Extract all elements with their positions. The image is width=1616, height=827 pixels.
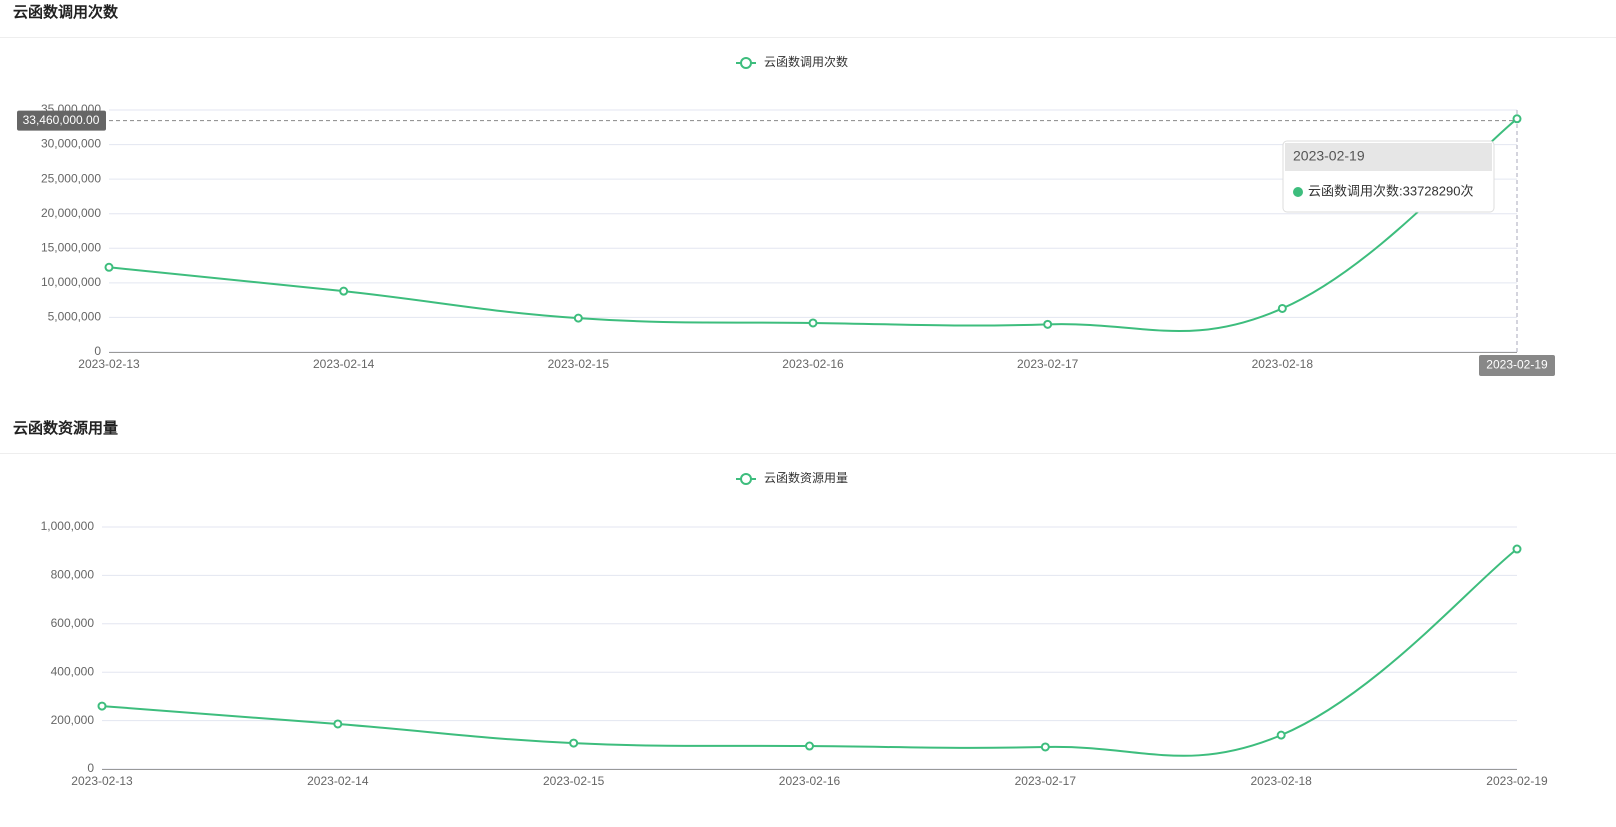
y-tick-label: 400,000 [51, 664, 95, 678]
x-tick-label: 2023-02-17 [1017, 357, 1079, 371]
x-tick-label: 2023-02-15 [543, 774, 605, 788]
y-tick-label: 600,000 [51, 616, 95, 630]
x-tick-label: 2023-02-17 [1015, 774, 1077, 788]
tooltip: 2023-02-19 云函数调用次数:33728290次 [1282, 140, 1495, 213]
series-line [101, 548, 1518, 757]
data-point [1040, 742, 1050, 752]
y-tick-label: 15,000,000 [41, 240, 101, 254]
x-tick-label: 2023-02-13 [71, 774, 133, 788]
legend-label: 云函数资源用量 [764, 470, 848, 485]
y-tick-label: 30,000,000 [41, 137, 101, 151]
y-tick-label: 0 [94, 344, 101, 358]
x-tick-label: 2023-02-13 [78, 357, 140, 371]
x-tick-label: 2023-02-18 [1250, 774, 1312, 788]
y-tick-label: 10,000,000 [41, 275, 101, 289]
x-tick-label: 2023-02-15 [548, 357, 610, 371]
y-tick-label: 25,000,000 [41, 171, 101, 185]
data-point [104, 262, 114, 272]
data-point [1276, 730, 1286, 740]
tooltip-text: 云函数调用次数:33728290次 [1308, 183, 1473, 198]
tooltip-title: 2023-02-19 [1293, 148, 1365, 164]
data-point [805, 741, 814, 751]
crosshair-x-label-bg [1479, 355, 1555, 376]
y-tick-label: 200,000 [51, 713, 95, 727]
tooltip-dot [1293, 187, 1303, 197]
y-tick-label: 0 [87, 761, 94, 775]
x-tick-label: 2023-02-14 [313, 357, 375, 371]
y-tick-label: 1,000,000 [41, 519, 95, 533]
legend-marker [740, 473, 752, 485]
x-tick-label: 2023-02-18 [1252, 357, 1314, 371]
crosshair-x-label: 2023-02-19 [1486, 358, 1548, 372]
y-tick-label: 20,000,000 [41, 206, 101, 220]
data-point [573, 313, 583, 323]
x-tick-label: 2023-02-14 [307, 774, 369, 788]
x-tick-label: 2023-02-16 [782, 357, 844, 371]
x-tick-label: 2023-02-19 [1486, 774, 1548, 788]
data-point [808, 318, 818, 328]
data-point [1043, 319, 1053, 329]
data-point [1277, 303, 1287, 313]
x-tick-label: 2023-02-16 [779, 774, 841, 788]
data-point [97, 701, 107, 711]
crosshair-y-label-bg [17, 110, 106, 131]
data-point [569, 738, 579, 748]
y-tick-label: 5,000,000 [48, 310, 102, 324]
data-point [339, 286, 349, 296]
section-title: 云函数调用次数 [13, 3, 119, 21]
data-point [333, 719, 343, 729]
y-tick-label: 800,000 [51, 568, 95, 582]
data-point [1512, 544, 1522, 554]
crosshair-y-label: 33,460,000.00 [23, 113, 100, 127]
data-point [1512, 114, 1522, 124]
legend-marker [740, 57, 752, 69]
section-title: 云函数资源用量 [13, 419, 118, 437]
legend-label: 云函数调用次数 [764, 54, 848, 69]
tooltip-header [1285, 143, 1492, 171]
